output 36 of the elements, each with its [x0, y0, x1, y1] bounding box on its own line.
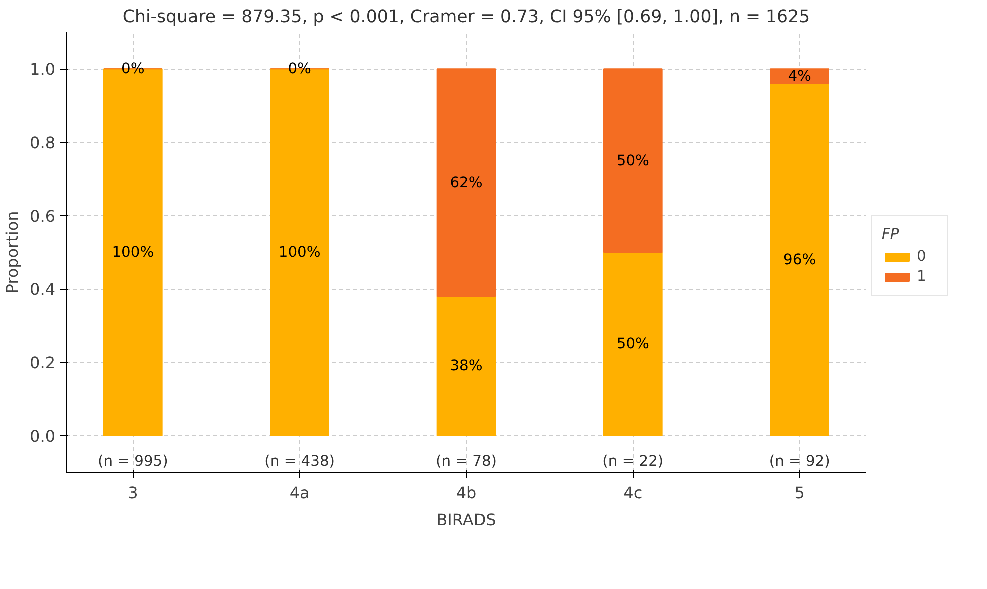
y-tick-label: 0.2: [30, 354, 56, 372]
data-label: 4%: [788, 68, 812, 85]
data-label: 100%: [112, 244, 154, 261]
data-label: 50%: [616, 336, 650, 353]
y-axis-title: Proportion: [3, 211, 22, 294]
x-axis-title: BIRADS: [436, 510, 496, 530]
x-tick-label: 4c: [624, 484, 643, 502]
chart-title: Chi-square = 879.35, p < 0.001, Cramer = 0.73, CI 95% [0.69, 1.00], n = 1625: [122, 8, 810, 28]
bar: [604, 68, 663, 253]
y-tick-label: 0.4: [30, 280, 56, 300]
data-label: 62%: [450, 174, 483, 192]
annotation: (n = 78): [436, 453, 497, 470]
bar: [604, 252, 663, 436]
annotation: (n = 995): [98, 453, 168, 470]
data-label: 100%: [278, 244, 321, 261]
x-tick-label: 4b: [456, 484, 477, 502]
annotation: (n = 438): [264, 453, 335, 470]
x-tick-label: 3: [128, 484, 138, 502]
annotation: (n = 92): [769, 453, 830, 470]
data-label: 38%: [450, 358, 483, 375]
y-tick-label: 0.0: [30, 426, 56, 446]
x-tick-label: 4a: [290, 484, 310, 502]
bar: [436, 296, 496, 436]
bar: [770, 83, 830, 436]
y-tick-label: 0.8: [30, 134, 56, 152]
bar: [770, 68, 830, 84]
annotation: (n = 22): [602, 453, 664, 470]
data-label: 96%: [784, 251, 816, 268]
legend-label: 0: [917, 248, 928, 265]
y-tick-label: 1.0: [30, 60, 56, 80]
x-tick-label: 5: [794, 484, 805, 502]
bar: [436, 68, 496, 297]
legend-title: FP: [882, 226, 900, 243]
y-tick-label: 0.6: [30, 206, 56, 226]
data-label: 50%: [616, 152, 650, 170]
legend-label: 1: [917, 268, 928, 285]
